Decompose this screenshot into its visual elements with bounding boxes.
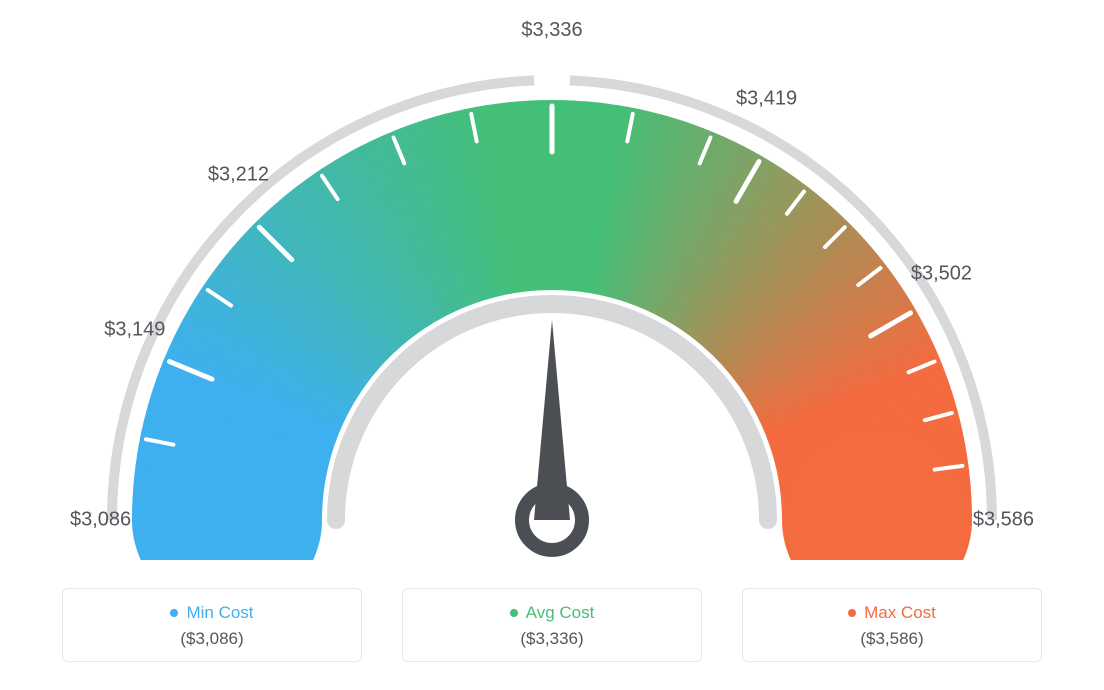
cost-gauge-widget: $3,086 $3,149 $3,212 $3,336 $3,419 $3,502 $3,5… (0, 0, 1104, 690)
gauge-tick-label: $3,502 (911, 263, 972, 286)
legend-row: Min Cost ($3,086) Avg Cost ($3,336) Max … (0, 588, 1104, 662)
legend-min-value: ($3,086) (180, 629, 243, 649)
gauge-tick-label: $3,336 (521, 19, 582, 42)
legend-box-max: Max Cost ($3,586) (742, 588, 1042, 662)
legend-min-dot (170, 609, 178, 617)
legend-min-label: Min Cost (186, 603, 253, 623)
gauge-tick-label: $3,586 (973, 509, 1034, 532)
legend-avg-dot (510, 609, 518, 617)
legend-box-avg: Avg Cost ($3,336) (402, 588, 702, 662)
gauge-tick-label: $3,149 (104, 319, 165, 342)
legend-min-label-row: Min Cost (170, 603, 253, 623)
legend-avg-label: Avg Cost (526, 603, 595, 623)
legend-max-label-row: Max Cost (848, 603, 936, 623)
legend-avg-label-row: Avg Cost (510, 603, 595, 623)
legend-avg-value: ($3,336) (520, 629, 583, 649)
legend-max-dot (848, 609, 856, 617)
gauge-tick-label: $3,212 (208, 164, 269, 187)
gauge-chart: $3,086 $3,149 $3,212 $3,336 $3,419 $3,502 $3,5… (0, 0, 1104, 560)
legend-max-label: Max Cost (864, 603, 936, 623)
gauge-tick-label: $3,086 (70, 509, 131, 532)
legend-max-value: ($3,586) (860, 629, 923, 649)
gauge-tick-label: $3,419 (736, 88, 797, 111)
legend-box-min: Min Cost ($3,086) (62, 588, 362, 662)
